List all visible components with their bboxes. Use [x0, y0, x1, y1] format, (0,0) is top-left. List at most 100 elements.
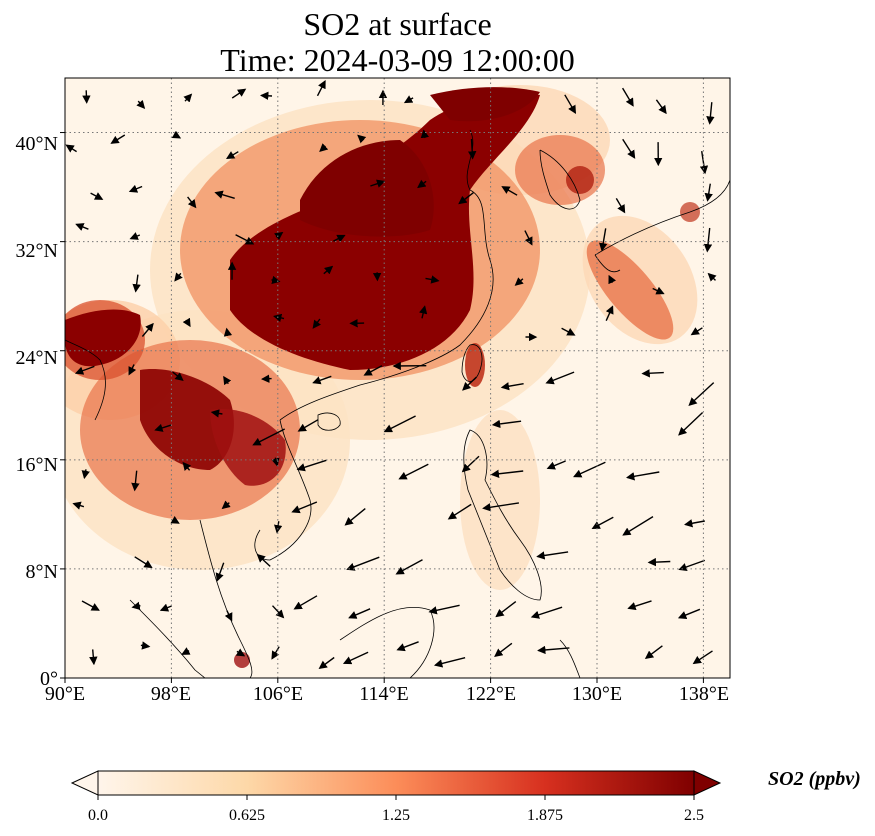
- colorbar-tick-label: 1.875: [527, 807, 563, 824]
- wind-arrow: [704, 183, 713, 202]
- wind-arrow: [323, 265, 334, 275]
- wind-arrow: [655, 99, 667, 115]
- wind-arrow: [678, 559, 706, 572]
- wind-arrow: [363, 365, 383, 376]
- wind-arrow: [608, 274, 617, 285]
- wind-arrow: [703, 227, 713, 253]
- so2-field: [65, 85, 700, 668]
- lat-tick-labels: 0° 8°N 16°N 24°N 32°N 40°N: [16, 133, 58, 690]
- wind-arrow: [316, 79, 326, 97]
- wind-arrow: [564, 94, 577, 115]
- wind-arrow: [491, 419, 522, 429]
- wind-arrow: [495, 601, 517, 618]
- lat-tick-label: 16°N: [16, 454, 58, 476]
- wind-arrow: [136, 99, 146, 109]
- wind-arrow: [182, 461, 192, 471]
- wind-arrow: [605, 305, 614, 321]
- wind-arrow: [417, 179, 427, 189]
- wind-arrow: [187, 196, 197, 209]
- lon-tick-label: 98°E: [151, 683, 191, 705]
- wind-arrow: [271, 457, 280, 467]
- wind-arrow: [395, 559, 423, 575]
- wind-arrow: [514, 277, 524, 286]
- wind-arrow: [72, 501, 85, 510]
- wind-arrow: [333, 234, 346, 243]
- wind-arrow: [81, 600, 100, 611]
- wind-arrow: [181, 647, 191, 655]
- wind-arrow: [396, 641, 419, 652]
- wind-arrow: [312, 375, 332, 385]
- wind-arrow: [494, 642, 513, 657]
- wind-arrow: [140, 641, 151, 650]
- lon-tick-label: 138°E: [679, 683, 729, 705]
- wind-arrow: [215, 562, 225, 582]
- wind-arrow: [90, 192, 104, 200]
- wind-arrow: [462, 376, 477, 391]
- wind-arrow: [131, 601, 141, 610]
- wind-arrow: [490, 469, 524, 478]
- wind-arrow: [75, 223, 89, 231]
- wind-arrow: [644, 645, 663, 660]
- wind-arrow: [684, 519, 705, 528]
- wind-arrow: [274, 521, 283, 534]
- wind-arrow: [546, 460, 566, 470]
- wind-arrow: [65, 144, 77, 153]
- chart-subtitle-time: Time: 2024-03-09 12:00:00: [220, 42, 575, 78]
- lat-tick-label: 24°N: [16, 347, 58, 369]
- lon-tick-label: 106°E: [253, 683, 303, 705]
- colorbar-extend-min: [70, 770, 99, 796]
- wind-arrow: [319, 143, 329, 152]
- lon-tick-label: 114°E: [359, 683, 408, 705]
- wind-arrow: [699, 150, 709, 175]
- wind-arrow: [131, 470, 140, 492]
- wind-arrow: [348, 608, 371, 619]
- wind-arrow: [591, 516, 614, 529]
- colorbar-tick-label: 1.25: [382, 807, 410, 824]
- wind-arrow: [622, 516, 654, 536]
- colorbar-tick-label: 0.0: [88, 807, 108, 824]
- wind-arrow: [573, 461, 606, 478]
- wind-arrow: [468, 138, 477, 160]
- wind-arrow: [132, 274, 141, 293]
- wind-arrow: [530, 606, 563, 619]
- colorbar-extend-max: [693, 770, 722, 796]
- wind-arrow: [706, 102, 715, 125]
- wind-arrow: [318, 656, 335, 670]
- wind-arrow: [425, 275, 440, 284]
- wind-arrow: [221, 500, 231, 510]
- wind-arrow: [128, 364, 137, 376]
- wind-arrow: [537, 645, 570, 655]
- wind-arrow: [82, 90, 91, 104]
- wind-arrow: [461, 455, 480, 473]
- wind-arrow: [626, 471, 660, 481]
- wind-arrow: [647, 557, 671, 567]
- lat-tick-label: 0°: [40, 668, 58, 690]
- lon-tick-label: 122°E: [466, 683, 516, 705]
- wind-vectors: [65, 79, 717, 670]
- wind-arrow: [225, 151, 239, 160]
- wind-arrow: [545, 371, 575, 385]
- colorbar-tick-label: 0.625: [229, 807, 265, 824]
- wind-arrow: [110, 134, 126, 144]
- wind-arrow: [296, 459, 327, 472]
- wind-arrow: [293, 595, 318, 610]
- wind-arrow: [297, 419, 319, 432]
- gridlines: [65, 78, 730, 678]
- lon-tick-labels: 90°E 98°E 106°E 114°E 122°E 130°E 138°E: [45, 683, 729, 705]
- wind-arrow: [678, 411, 704, 436]
- wind-arrow: [223, 327, 233, 337]
- wind-arrow: [641, 369, 664, 378]
- wind-arrow: [271, 605, 285, 619]
- wind-arrow: [482, 502, 520, 512]
- wind-arrow: [501, 186, 518, 196]
- colorbar-tick-label: 2.5: [684, 807, 704, 824]
- wind-arrow: [707, 272, 717, 282]
- wind-arrow: [447, 503, 472, 520]
- wind-arrow: [141, 322, 154, 337]
- wind-arrow: [81, 469, 90, 480]
- wind-arrow: [224, 610, 233, 622]
- wind-arrow: [615, 198, 626, 214]
- wind-arrow: [627, 600, 652, 611]
- wind-arrow: [312, 318, 321, 329]
